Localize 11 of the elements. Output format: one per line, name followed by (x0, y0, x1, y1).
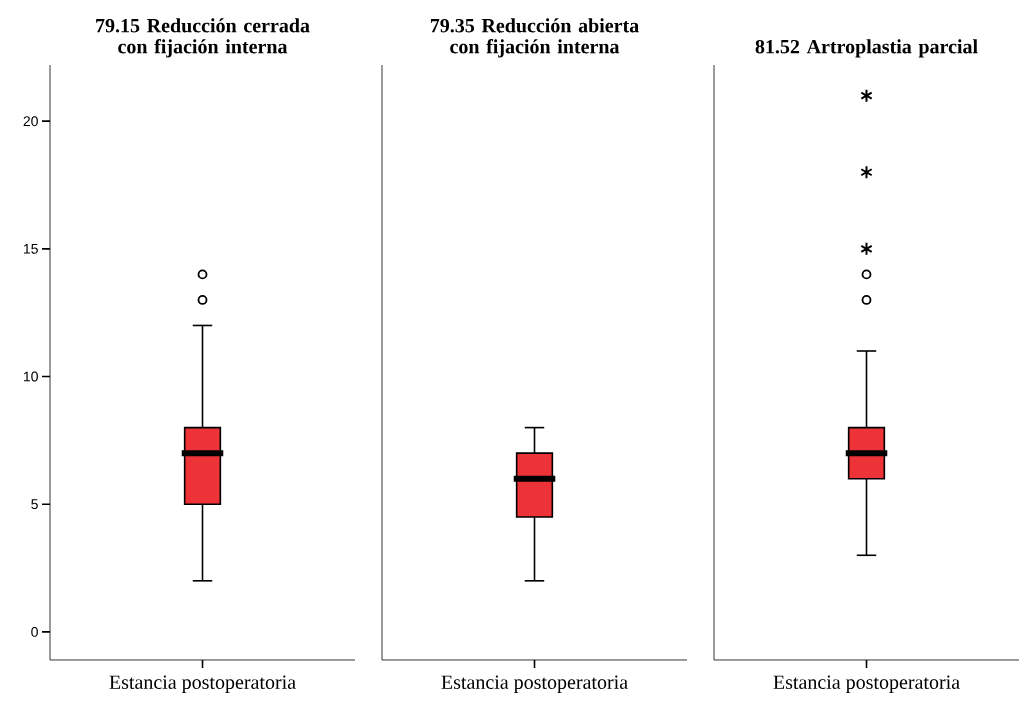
y-tick-label: 0 (31, 626, 38, 637)
x-tick-label: Estancia postoperatoria (441, 675, 628, 694)
y-tick-label: 10 (23, 371, 38, 382)
x-tick-label: Estancia postoperatoria (773, 675, 960, 694)
chart-title: 79.15 Reducción cerrada con fijación interna (96, 18, 310, 58)
y-tick-label: 15 (23, 243, 38, 254)
chart-title: 81.52 Artroplastia parcial (755, 39, 978, 58)
x-tick-label: Estancia postoperatoria (109, 675, 296, 694)
y-tick-label: 20 (23, 116, 38, 127)
y-tick-label: 5 (31, 499, 38, 510)
chart-title: 79.35 Reducción abierta con fijación interna (430, 18, 639, 58)
